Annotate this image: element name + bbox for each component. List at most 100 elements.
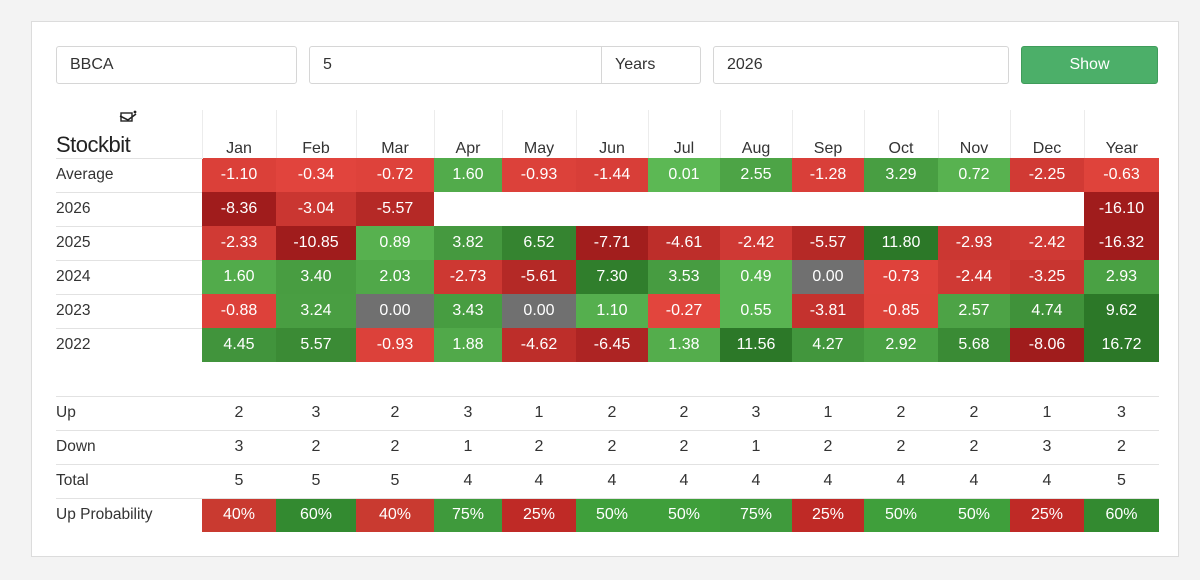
period-unit-label: Years (602, 46, 701, 84)
return-cell: 1.60 (202, 260, 276, 294)
return-cell: -5.57 (792, 226, 864, 260)
stats-cell: 2 (576, 429, 648, 464)
return-cell: 1.88 (434, 328, 502, 362)
return-cell: -2.33 (202, 226, 276, 260)
row-label: 2022 (56, 327, 202, 362)
return-cell: 1.10 (576, 294, 648, 328)
return-cell: -0.27 (648, 294, 720, 328)
column-header-oct: Oct (863, 110, 938, 158)
probability-cell: 60% (1084, 497, 1159, 532)
return-cell: -0.88 (202, 294, 276, 328)
stats-cell: 2 (356, 395, 434, 430)
stats-cell: 2 (576, 395, 648, 430)
return-cell: -5.61 (502, 260, 576, 294)
return-cell: 5.68 (938, 328, 1010, 362)
return-cell: -8.06 (1010, 328, 1084, 362)
probability-cell: 25% (1010, 497, 1084, 532)
return-cell: 4.74 (1010, 294, 1084, 328)
return-cell: -0.63 (1084, 158, 1159, 192)
stats-cell: 1 (502, 395, 576, 430)
return-cell: -1.44 (576, 158, 648, 192)
probability-cell: 50% (864, 497, 938, 532)
return-cell (792, 192, 864, 226)
return-cell (864, 192, 938, 226)
probability-cell: 75% (720, 497, 792, 532)
return-cell: -4.62 (502, 328, 576, 362)
stats-cell: 2 (648, 395, 720, 430)
return-cell: 2.92 (864, 328, 938, 362)
return-cell: 11.80 (864, 226, 938, 260)
row-label: Average (56, 157, 202, 192)
probability-label: Up Probability (56, 497, 202, 532)
stats-cell: 2 (276, 429, 356, 464)
stats-cell: 1 (1010, 395, 1084, 430)
table-row: 2025 -2.33 -10.85 0.89 3.82 6.52 -7.71 -4.61 -2.… (56, 225, 1159, 260)
stats-cell: 5 (276, 463, 356, 498)
stats-cell: 4 (792, 463, 864, 498)
period-count-input[interactable]: 5 (309, 46, 602, 84)
symbol-input[interactable]: BBCA (56, 46, 297, 84)
return-cell: 16.72 (1084, 328, 1159, 362)
year-input[interactable]: 2026 (713, 46, 1009, 84)
return-cell: 1.60 (434, 158, 502, 192)
stats-cell: 2 (864, 429, 938, 464)
row-label: 2026 (56, 191, 202, 226)
return-cell: 4.45 (202, 328, 276, 362)
return-cell: 9.62 (1084, 294, 1159, 328)
return-cell: -3.81 (792, 294, 864, 328)
return-cell: -16.10 (1084, 192, 1159, 226)
return-cell (720, 192, 792, 226)
stats-cell: 1 (434, 429, 502, 464)
probability-row: Up Probability 40% 60% 40% 75% 25% 50% 50% 75% 25… (56, 497, 1159, 532)
return-cell: 3.43 (434, 294, 502, 328)
column-header-dec: Dec (1009, 110, 1084, 158)
stats-cell: 2 (792, 429, 864, 464)
return-cell: -3.25 (1010, 260, 1084, 294)
brand-name: Stockbit (56, 131, 131, 157)
stats-cell: 3 (434, 395, 502, 430)
return-cell: 2.93 (1084, 260, 1159, 294)
probability-cell: 50% (938, 497, 1010, 532)
seasonality-card: BBCA 5 Years 2026 Show Stockbit Jan Feb Mar… (31, 21, 1179, 557)
return-cell: 0.49 (720, 260, 792, 294)
return-cell: 3.29 (864, 158, 938, 192)
return-cell: 5.57 (276, 328, 356, 362)
probability-cell: 60% (276, 497, 356, 532)
return-cell: -0.93 (356, 328, 434, 362)
stats-cell: 3 (720, 395, 792, 430)
stats-cell: 1 (792, 395, 864, 430)
return-cell: 0.00 (502, 294, 576, 328)
return-cell: 3.82 (434, 226, 502, 260)
stats-cell: 1 (720, 429, 792, 464)
column-header-aug: Aug (719, 110, 792, 158)
table-row: 2026 -8.36 -3.04 -5.57 -16.10 (56, 191, 1159, 226)
return-cell: -2.73 (434, 260, 502, 294)
stats-cell: 4 (502, 463, 576, 498)
stockbit-logo: Stockbit (56, 110, 202, 158)
return-cell: -1.10 (202, 158, 276, 192)
return-cell: 4.27 (792, 328, 864, 362)
return-cell: -0.85 (864, 294, 938, 328)
probability-cell: 40% (202, 497, 276, 532)
return-cell: 3.24 (276, 294, 356, 328)
row-label: 2024 (56, 259, 202, 294)
stats-cell: 4 (648, 463, 720, 498)
return-cell (648, 192, 720, 226)
stats-cell: 3 (1010, 429, 1084, 464)
stats-row: Down 3 2 2 1 2 2 2 1 2 2 2 3 2 (56, 429, 1159, 464)
column-header-apr: Apr (433, 110, 502, 158)
return-cell: 0.55 (720, 294, 792, 328)
return-cell: -0.73 (864, 260, 938, 294)
return-cell: -0.93 (502, 158, 576, 192)
return-cell: 11.56 (720, 328, 792, 362)
show-button[interactable]: Show (1021, 46, 1158, 84)
return-cell (1010, 192, 1084, 226)
stats-cell: 3 (1084, 395, 1159, 430)
stats-cell: 2 (1084, 429, 1159, 464)
return-cell: 7.30 (576, 260, 648, 294)
stats-cell: 3 (276, 395, 356, 430)
stats-label: Total (56, 463, 202, 498)
stats-cell: 2 (648, 429, 720, 464)
stats-cell: 4 (864, 463, 938, 498)
return-cell: 2.57 (938, 294, 1010, 328)
